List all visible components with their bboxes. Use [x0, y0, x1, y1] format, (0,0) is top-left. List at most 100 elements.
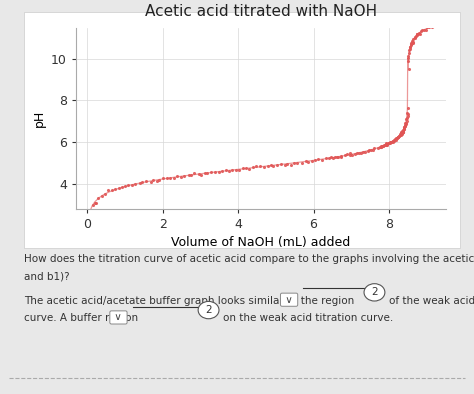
- Point: [331, 154, 339, 160]
- Point: [383, 140, 390, 147]
- Point: [314, 156, 322, 162]
- Point: [99, 193, 106, 199]
- Point: [360, 149, 367, 155]
- Text: 2: 2: [205, 305, 212, 315]
- Point: [389, 138, 397, 144]
- Point: [277, 161, 285, 167]
- Point: [405, 50, 412, 56]
- Point: [392, 135, 400, 141]
- Point: [337, 153, 345, 159]
- Point: [365, 147, 373, 153]
- Point: [173, 173, 181, 180]
- Point: [391, 136, 399, 142]
- Point: [207, 169, 215, 175]
- Point: [115, 185, 122, 191]
- Point: [118, 184, 126, 190]
- Point: [401, 125, 408, 131]
- Point: [142, 177, 149, 184]
- Point: [364, 148, 372, 154]
- Point: [404, 105, 411, 112]
- Point: [397, 131, 404, 138]
- Point: [423, 24, 431, 31]
- Point: [397, 130, 404, 137]
- Point: [404, 53, 412, 59]
- Point: [404, 58, 412, 64]
- Point: [249, 164, 257, 170]
- Y-axis label: pH: pH: [32, 110, 46, 127]
- Point: [190, 170, 198, 177]
- Text: How does the titration curve of acetic acid compare to the graphs involving the : How does the titration curve of acetic a…: [24, 254, 474, 264]
- Text: of the weak acid titration: of the weak acid titration: [389, 296, 474, 305]
- Point: [382, 141, 390, 148]
- Point: [379, 143, 386, 149]
- Point: [408, 40, 415, 46]
- Point: [407, 42, 415, 48]
- Point: [401, 124, 408, 130]
- Point: [383, 141, 391, 147]
- Text: 2: 2: [371, 287, 378, 297]
- Point: [329, 155, 337, 161]
- Point: [398, 130, 405, 137]
- Point: [399, 129, 407, 136]
- X-axis label: Volume of NaOH (mL) added: Volume of NaOH (mL) added: [171, 236, 350, 249]
- Point: [390, 137, 398, 143]
- Point: [405, 65, 413, 72]
- Point: [256, 163, 264, 169]
- Point: [325, 155, 333, 161]
- Point: [398, 132, 405, 138]
- Point: [417, 28, 425, 34]
- Point: [404, 111, 411, 117]
- Point: [273, 162, 281, 168]
- Point: [411, 35, 419, 41]
- Point: [401, 123, 409, 130]
- Point: [132, 181, 139, 187]
- Point: [428, 24, 436, 30]
- Text: The acetic acid/acetate buffer graph looks similar to the region: The acetic acid/acetate buffer graph loo…: [24, 296, 354, 305]
- Point: [245, 165, 253, 172]
- Point: [104, 187, 112, 193]
- Point: [343, 151, 351, 158]
- Point: [398, 129, 405, 136]
- Text: and b1)?: and b1)?: [24, 272, 69, 282]
- Text: on the weak acid titration curve.: on the weak acid titration curve.: [223, 313, 393, 323]
- Point: [413, 31, 421, 37]
- Point: [89, 202, 96, 208]
- Point: [177, 173, 184, 180]
- Point: [222, 167, 229, 173]
- Point: [386, 139, 393, 146]
- Text: ∨: ∨: [111, 312, 126, 322]
- Point: [387, 139, 394, 145]
- Point: [407, 41, 415, 48]
- Point: [408, 39, 416, 46]
- Point: [394, 134, 401, 140]
- Point: [335, 154, 342, 160]
- Point: [394, 134, 401, 140]
- Point: [337, 153, 345, 160]
- Point: [413, 31, 421, 37]
- Point: [387, 139, 394, 145]
- Point: [290, 160, 298, 167]
- Point: [124, 182, 132, 188]
- Point: [407, 44, 414, 50]
- Point: [401, 122, 409, 128]
- Point: [311, 157, 319, 163]
- Point: [138, 179, 146, 186]
- Point: [400, 126, 408, 132]
- Point: [215, 169, 223, 175]
- Point: [381, 141, 389, 148]
- Point: [319, 157, 326, 163]
- Point: [253, 163, 260, 169]
- Point: [409, 39, 417, 45]
- Point: [348, 152, 356, 158]
- Point: [195, 171, 202, 177]
- Point: [91, 199, 99, 206]
- Point: [401, 124, 408, 130]
- Point: [354, 150, 361, 156]
- Point: [418, 27, 426, 33]
- Point: [400, 126, 408, 133]
- Point: [94, 195, 102, 201]
- Point: [232, 167, 239, 173]
- Point: [264, 163, 271, 169]
- Point: [378, 143, 385, 149]
- Point: [415, 30, 423, 36]
